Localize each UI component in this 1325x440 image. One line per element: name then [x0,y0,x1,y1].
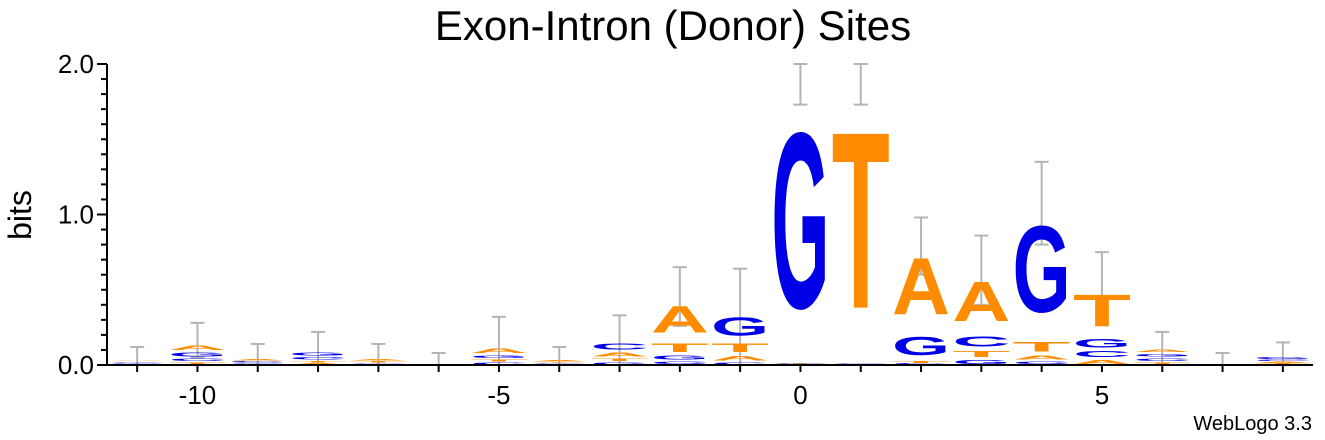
logo-letter-T: T [952,350,1010,359]
logo-letter-A: A [1013,354,1071,360]
logo-letter-C: C [229,361,287,362]
logo-letter-T: T [832,80,890,362]
logo-letter-G: G [651,355,709,361]
logo-letter-T: T [168,362,226,365]
logo-letter-G: G [108,363,166,364]
logo-letter-T: T [591,358,649,362]
y-tick-label: 2.0 [58,49,94,79]
logo-letter-A: A [892,242,950,332]
logo-letter-A: A [1254,362,1312,364]
logo-letter-A: A [108,360,166,361]
y-tick-label: 0.0 [58,350,94,380]
logo-letter-G: G [771,81,829,362]
logo-letter-A: A [530,361,588,362]
logo-letter-A: A [952,270,1010,333]
logo-letter-C: C [591,342,649,351]
logo-letter-T: T [1073,285,1131,336]
logo-letter-G: G [1133,353,1191,358]
logo-letter-A: A [711,354,769,362]
logo-letter-T: T [1133,362,1191,365]
logo-letter-A: A [591,351,649,357]
logo-letter-C: C [1013,361,1071,365]
weblogo-credit: WebLogo 3.3 [1193,413,1312,435]
logo-letter-A: A [168,344,226,352]
x-tick-label: -10 [179,380,217,410]
logo-letter-A: A [1073,359,1131,365]
logo-letter-G: G [229,363,287,364]
logo-letter-A: A [470,347,528,355]
logo-letter-G: G [1254,356,1312,359]
logo-letter-G: G [349,363,407,364]
logo-letter-A: A [1133,349,1191,353]
logo-letter-C: C [771,363,829,364]
logo-letter-A: A [651,299,709,341]
logo-letter-G: G [470,355,528,360]
logo-letter-C: C [711,362,769,365]
axes [106,64,1313,366]
logo-letter-T: T [289,360,347,362]
y-axis-label: bits [2,190,38,240]
logo-stacks: TGCATCGATGCAATCGCGTACTGAGCTAGTACCGTACATG… [108,80,1312,365]
logo-letter-G: G [289,352,347,357]
logo-letter-G: G [1073,337,1131,350]
logo-letter-G: G [168,352,226,358]
logo-letter-T: T [530,362,588,363]
logo-letter-T: T [470,359,528,362]
logo-letter-C: C [1073,350,1131,359]
logo-letter-C: C [168,358,226,362]
logo-letter-G: G [711,312,769,340]
logo-letter-C: C [1133,358,1191,362]
logo-letter-A: A [349,359,407,361]
logo-letter-C: C [952,334,1010,350]
logo-letter-T: T [892,361,950,364]
y-tick-label: 1.0 [58,200,94,230]
logo-letter-T: T [1013,340,1071,355]
logo-letter-C: C [108,361,166,362]
logo-letter-C: C [289,357,347,361]
logo-letter-C: C [530,363,588,364]
logo-letter-G: G [591,362,649,365]
logo-letter-G: G [952,359,1010,365]
x-tick-label: 0 [793,380,807,410]
logo-letter-G: G [1013,201,1071,339]
logo-letter-C: C [651,361,709,365]
logo-letter-A: A [289,363,347,365]
logo-letter-T: T [349,361,407,363]
x-tick-label: 5 [1095,380,1109,410]
y-axis-ticks: 0.0 1.0 2.0 [58,49,107,380]
logo-letter-C: C [470,362,528,365]
x-axis-ticks: -10 -5 0 5 [136,365,1284,410]
logo-letter-C: C [1254,359,1312,361]
logo-letter-C: C [832,363,890,364]
x-tick-label: -5 [487,380,510,410]
logo-letter-T: T [651,341,709,354]
logo-letter-G: G [892,332,950,360]
logo-letter-A: A [229,359,287,361]
logo-letter-T: T [711,341,769,354]
chart-title: Exon-Intron (Donor) Sites [435,2,911,49]
logo-letter-T: T [771,363,829,364]
